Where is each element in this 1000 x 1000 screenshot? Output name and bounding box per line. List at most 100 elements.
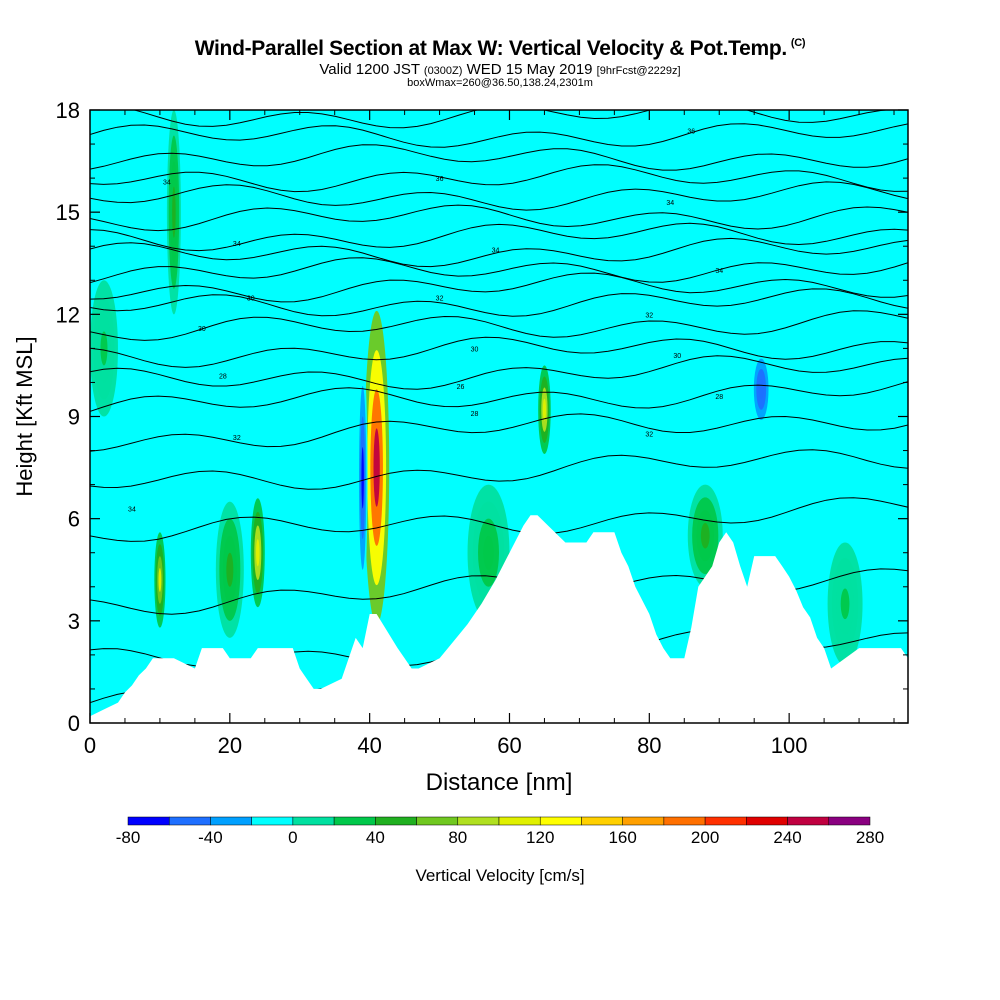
colorbar-tick-label-3: 40 — [366, 828, 385, 847]
y-tick-label-2: 6 — [68, 507, 80, 532]
valid-utc: (0300Z) — [423, 65, 463, 77]
colorbar-tick-label-0: -80 — [116, 828, 141, 847]
velocity-cell-0-3 — [373, 428, 380, 507]
velocity-field — [90, 110, 863, 683]
colorbar-tick-label-5: 120 — [526, 828, 554, 847]
y-tick-label-5: 15 — [56, 200, 80, 225]
contour-label-13: 32 — [645, 432, 653, 439]
forecast-info: [9hrFcst@2229z] — [596, 65, 681, 77]
theta-contour-16 — [90, 181, 908, 211]
contour-label-3: 30 — [198, 326, 206, 333]
colorbar-tick-label-9: 280 — [856, 828, 884, 847]
theta-contour-14 — [90, 222, 908, 252]
colorbar-swatch-14 — [704, 816, 747, 826]
contour-label-0: 34 — [128, 506, 136, 513]
velocity-cell-5-3 — [758, 379, 764, 400]
contour-label-2: 28 — [219, 374, 227, 381]
theta-contour-5 — [90, 413, 908, 452]
colorbar-swatch-16 — [787, 816, 830, 826]
theta-contour-17 — [90, 164, 908, 193]
velocity-cell-7-3 — [420, 511, 431, 560]
contour-label-19: 28 — [715, 394, 723, 401]
contour-label-1: 32 — [233, 435, 241, 442]
y-tick-label-0: 0 — [68, 711, 80, 736]
theta-contour-12 — [90, 257, 908, 284]
contour-label-8: 30 — [471, 346, 479, 353]
terrain — [90, 515, 908, 723]
contour-label-5: 34 — [233, 241, 241, 248]
y-tick-label-3: 9 — [68, 405, 80, 430]
theta-contour-19 — [90, 123, 908, 148]
x-tick-label-3: 60 — [497, 733, 521, 758]
contour-label-11: 34 — [492, 248, 500, 255]
valid-prefix: Valid 1200 JST — [319, 61, 420, 78]
colorbar-swatch-11 — [581, 816, 623, 826]
velocity-cell-4-3 — [542, 398, 547, 421]
chart-title: Wind-Parallel Section at Max W: Vertical… — [0, 37, 1000, 61]
contour-label-10: 28 — [471, 411, 479, 418]
colorbar-tick-label-7: 200 — [691, 828, 719, 847]
colorbar-swatch-4 — [292, 816, 335, 826]
colorbar-tick-label-4: 80 — [448, 828, 467, 847]
colorbar-swatch-0 — [127, 816, 170, 826]
velocity-cell-1-3 — [361, 447, 364, 509]
contour-label-12: 36 — [436, 176, 444, 183]
x-axis-label: Distance [nm] — [426, 769, 573, 796]
colorbar-swatch-7 — [416, 816, 459, 826]
x-tick-label-1: 20 — [218, 733, 242, 758]
colorbar: -80 -40 0 40 80 120 160 200 240 280 Vertical Veloc… — [116, 816, 884, 885]
colorbar-swatch-1 — [168, 816, 211, 826]
contour-label-17: 34 — [666, 200, 674, 207]
colorbar-swatch-15 — [746, 816, 788, 826]
velocity-cell-12-3 — [840, 588, 850, 620]
contour-label-16: 34 — [715, 268, 723, 275]
box-info: boxWmax=260@36.50,138.24,2301m — [407, 77, 593, 89]
colorbar-swatch-6 — [375, 816, 417, 826]
velocity-cell-8-3 — [226, 552, 234, 587]
colorbar-tick-label-6: 160 — [608, 828, 636, 847]
velocity-cell-2-3 — [256, 539, 260, 567]
colorbar-swatch-10 — [539, 816, 582, 826]
theta-contour-20 — [132, 110, 893, 129]
velocity-cell-11-3 — [172, 186, 176, 238]
contour-label-15: 32 — [645, 312, 653, 319]
theta-contour-8 — [90, 336, 908, 368]
theta-contour-9 — [90, 310, 908, 341]
velocity-cell-9-3 — [483, 535, 494, 570]
colorbar-swatch-5 — [333, 816, 376, 826]
y-tick-label-6: 18 — [56, 98, 80, 123]
x-tick-label-0: 0 — [84, 733, 96, 758]
theta-contour-18 — [90, 144, 908, 171]
colorbar-label: Vertical Velocity [cm/s] — [415, 866, 584, 885]
chart-subtitle: Valid 1200 JST (0300Z) WED 15 May 2019 [… — [0, 61, 1000, 78]
terrain-area — [90, 515, 908, 723]
colorbar-tick-label-1: -40 — [198, 828, 223, 847]
colorbar-tick-label-2: 0 — [288, 828, 297, 847]
x-tick-label-4: 80 — [637, 733, 661, 758]
colorbar-swatch-8 — [457, 816, 500, 826]
x-tick-label-2: 40 — [357, 733, 381, 758]
copyright-mark: (C) — [790, 37, 806, 49]
valid-date: WED 15 May 2019 — [466, 61, 593, 78]
y-axis-label: Height [Kft MSL] — [12, 336, 37, 496]
colorbar-swatch-17 — [828, 816, 871, 826]
contour-label-18: 36 — [687, 128, 695, 135]
chart-title-text: Wind-Parallel Section at Max W: Vertical… — [194, 37, 788, 60]
theta-contour-7 — [90, 355, 908, 390]
velocity-cell-6-3 — [320, 562, 335, 611]
colorbar-swatch-9 — [498, 816, 541, 826]
contour-label-6: 34 — [163, 180, 171, 187]
colorbar-swatch-12 — [622, 816, 665, 826]
velocity-cell-3-3 — [158, 568, 162, 592]
theta-contour-11 — [90, 272, 908, 303]
colorbar-tick-label-8: 240 — [773, 828, 801, 847]
colorbar-swatch-3 — [251, 816, 294, 826]
theta-contour-6 — [90, 381, 908, 412]
theta-contour-3 — [90, 497, 908, 542]
contour-label-9: 26 — [457, 384, 465, 391]
colorbar-swatch-13 — [663, 816, 706, 826]
theta-contour-13 — [90, 237, 908, 268]
theta-contour-10 — [90, 288, 908, 317]
contour-label-14: 30 — [673, 353, 681, 360]
